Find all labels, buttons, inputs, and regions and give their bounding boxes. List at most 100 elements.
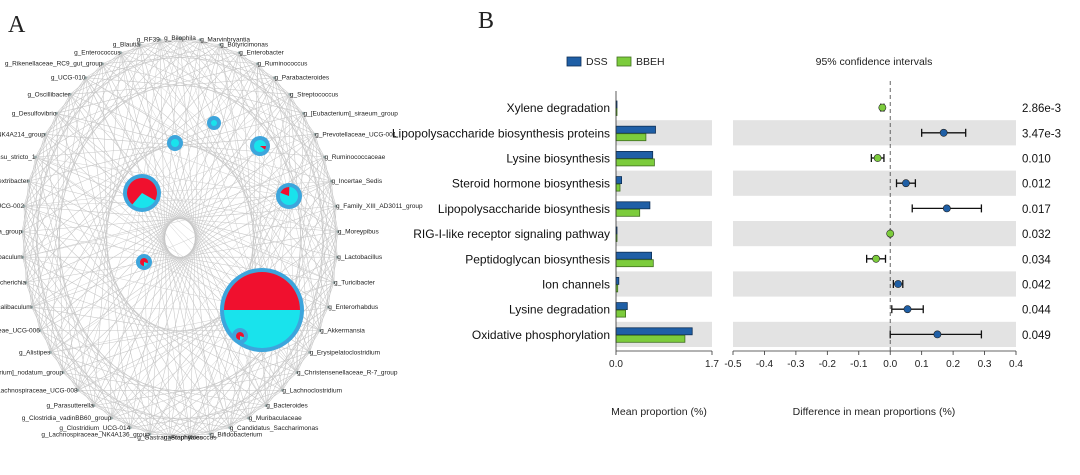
- network-edge: [159, 39, 291, 95]
- network-edge: [248, 282, 335, 419]
- network-edge: [77, 192, 143, 391]
- network-edge: [141, 37, 181, 194]
- network-edge: [23, 192, 143, 207]
- mean-proportion-panel: Xylene degradation Lipopolysaccharide bio…: [392, 91, 719, 370]
- network-node: [49, 351, 52, 354]
- network-edge: [56, 37, 181, 114]
- network-edge: [303, 113, 332, 182]
- x-tick-label-diff: 0.1: [915, 359, 929, 370]
- pie-node-red: [260, 146, 266, 150]
- ci-point: [933, 330, 942, 339]
- network-edge: [159, 39, 321, 331]
- p-value-label: 0.012: [1022, 179, 1051, 191]
- network-edge: [31, 134, 46, 308]
- network-node-label: g_Bifidobacterium: [210, 431, 262, 438]
- pie-node-red: [280, 186, 290, 196]
- pie-node: [220, 268, 304, 352]
- network-labels: g_Bilophila g_Marvinbryantiag_Butyricimon…: [0, 35, 423, 442]
- legend-label-dss: DSS: [586, 56, 608, 68]
- network-edge: [21, 231, 151, 435]
- x-tick-label-mean: 1.7: [705, 359, 719, 370]
- p-value-label: 0.010: [1022, 154, 1051, 166]
- network-edge: [303, 113, 335, 283]
- network-edge: [141, 192, 191, 438]
- network-edge: [120, 52, 258, 64]
- network-edge: [265, 156, 325, 406]
- bar-bbeh: [615, 208, 641, 217]
- network-edge: [22, 257, 95, 406]
- ci-point: [894, 280, 902, 288]
- network-node: [21, 255, 25, 259]
- pie-node-red: [235, 332, 244, 340]
- network-node-label: g_Lachnospiraceae_UCG-008: [0, 387, 78, 394]
- network-node-label: g_Gastranaerophilales: [137, 435, 203, 442]
- network-edge: [111, 195, 290, 419]
- row-shade: [733, 271, 1016, 297]
- network-node: [128, 426, 132, 430]
- network-edge: [239, 52, 335, 283]
- network-edge: [56, 113, 332, 182]
- x-tick-label-diff: -0.1: [850, 359, 868, 370]
- network-edge: [31, 195, 290, 308]
- legend-label-bbeh: BBEH: [636, 56, 665, 68]
- network-edge: [289, 94, 310, 353]
- network-node-label: g_[Eubacterium]_fissicatena_group: [0, 229, 22, 236]
- network-edge: [319, 257, 338, 331]
- bar-dss: [615, 201, 651, 210]
- network-edge: [314, 134, 329, 308]
- network-node-label: g_Family_XIII_AD3011_group: [336, 203, 423, 210]
- network-node: [273, 76, 276, 80]
- network-edge: [120, 52, 263, 311]
- network-edge: [282, 134, 316, 391]
- ci-point: [886, 229, 895, 238]
- network-node: [27, 179, 30, 183]
- network-edge: [22, 192, 143, 258]
- network-edge: [62, 39, 161, 373]
- network-edge: [22, 181, 29, 258]
- network-node: [148, 432, 152, 436]
- network-edge: [130, 405, 267, 429]
- pie-node: [167, 135, 183, 151]
- network-node-label: g_Enterococcus: [74, 50, 121, 57]
- network-edge: [56, 113, 290, 197]
- network-edge: [331, 181, 338, 258]
- row-shade: [616, 271, 712, 297]
- x-tick-label-diff: -0.5: [724, 359, 742, 370]
- network-edge: [141, 134, 316, 194]
- network-node: [332, 281, 336, 284]
- network-edge: [102, 63, 112, 419]
- network-edge: [257, 63, 337, 207]
- network-node-label: g_Alistipes: [19, 349, 51, 356]
- network-node: [178, 36, 182, 40]
- pie-node: [136, 254, 152, 270]
- network-edge: [21, 231, 78, 391]
- network-edge: [93, 405, 230, 429]
- bar-dss: [615, 276, 620, 285]
- network-node: [110, 416, 113, 420]
- network-node-label: g_Clostridium_UCG-014: [59, 425, 130, 432]
- network-node-label: g_RF39: [137, 37, 161, 44]
- network-edge: [35, 156, 263, 311]
- bar-dss: [615, 327, 693, 336]
- network-edge: [189, 352, 310, 438]
- network-edge: [209, 94, 291, 435]
- category-label: Steroid hormone biosynthesis: [452, 177, 610, 191]
- network-node-label: g_Lachnoclostridium: [282, 387, 342, 394]
- bar-dss: [615, 150, 654, 159]
- network-edge: [22, 257, 41, 331]
- p-value-label: 0.044: [1022, 305, 1051, 317]
- network-edge: [25, 113, 57, 283]
- network-edge: [199, 39, 339, 232]
- network-edge: [35, 156, 41, 331]
- p-value-label: 2.86e-3: [1022, 103, 1061, 115]
- network-edge: [219, 44, 338, 258]
- bar-dss: [615, 125, 656, 134]
- row-shade: [733, 170, 1016, 196]
- network-edge: [23, 206, 64, 373]
- network-node-label: g_[Eubacterium]_nodatum_group: [0, 370, 63, 377]
- network-node: [237, 51, 241, 54]
- network-node: [318, 329, 322, 332]
- network-edge: [141, 63, 258, 194]
- network-edge: [39, 330, 150, 435]
- network-edge: [141, 192, 338, 232]
